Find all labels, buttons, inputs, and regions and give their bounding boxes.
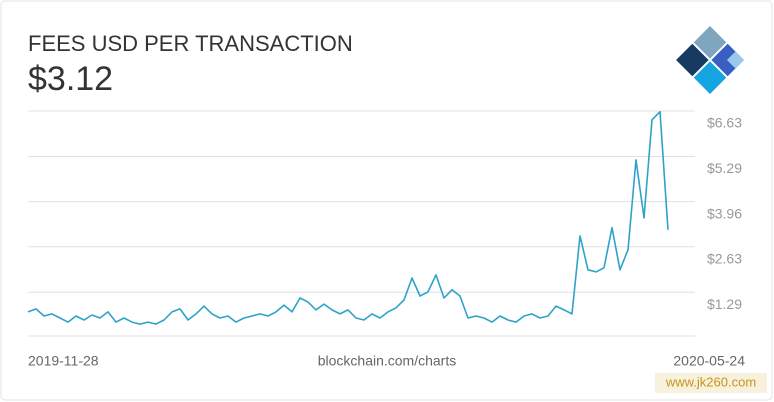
data-line	[27, 110, 669, 325]
y-tick-label: $1.29	[707, 296, 742, 312]
chart-title: FEES USD PER TRANSACTION	[28, 31, 353, 56]
y-tick-label: $6.63	[707, 115, 742, 131]
watermark: www.jk260.com	[665, 374, 756, 389]
y-tick-label: $3.96	[707, 205, 742, 221]
headline-value: $3.12	[28, 60, 113, 98]
logo	[676, 26, 744, 94]
y-tick-label: $2.63	[707, 250, 742, 266]
y-tick-label: $5.29	[707, 160, 742, 176]
source-label: blockchain.com/charts	[318, 353, 457, 369]
watermark-bg	[655, 373, 767, 393]
x-end-label: 2020-05-24	[673, 353, 745, 369]
x-start-label: 2019-11-28	[28, 353, 99, 369]
